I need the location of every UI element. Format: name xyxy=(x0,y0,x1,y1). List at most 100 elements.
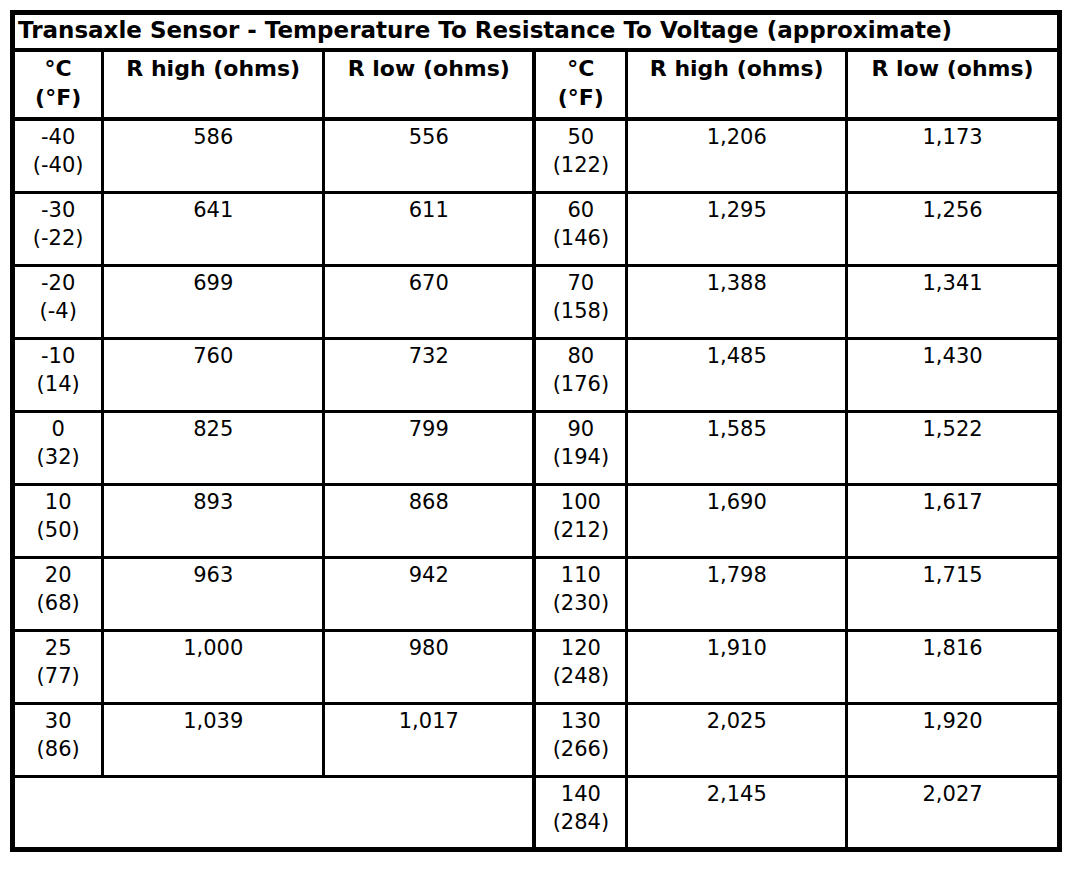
temp-c-value: 0 xyxy=(15,415,101,443)
temp-cell: 130 (266) xyxy=(534,703,626,776)
r-low-cell: 1,920 xyxy=(847,703,1060,776)
temp-cell: 10 (50) xyxy=(13,484,103,557)
temp-cell: 140 (284) xyxy=(534,776,626,849)
temp-c-value: 20 xyxy=(15,561,101,589)
header-temp-c: °C xyxy=(15,54,101,83)
temp-c-value: 25 xyxy=(15,634,101,662)
r-high-cell: 1,039 xyxy=(103,703,324,776)
temp-f-value: (86) xyxy=(15,735,101,763)
temp-c-value: 140 xyxy=(536,780,625,808)
temp-c-value: 80 xyxy=(536,342,625,370)
r-low-cell: 1,522 xyxy=(847,411,1060,484)
temp-c-value: 100 xyxy=(536,488,625,516)
r-high-cell: 1,485 xyxy=(627,338,847,411)
temp-cell: 60 (146) xyxy=(534,192,626,265)
temp-f-value: (158) xyxy=(536,297,625,325)
r-high-cell: 1,585 xyxy=(627,411,847,484)
table-row: 10 (50) 893 868 100 (212) 1,690 1,617 xyxy=(13,484,1060,557)
r-low-cell: 1,715 xyxy=(847,557,1060,630)
r-low-cell: 942 xyxy=(324,557,535,630)
r-low-cell: 980 xyxy=(324,630,535,703)
temp-f-value: (266) xyxy=(536,735,625,763)
temp-cell: 30 (86) xyxy=(13,703,103,776)
col-header-temp-left: °C (°F) xyxy=(13,50,103,119)
table-row: -10 (14) 760 732 80 (176) 1,485 1,430 xyxy=(13,338,1060,411)
temp-f-value: (77) xyxy=(15,662,101,690)
table-title: Transaxle Sensor - Temperature To Resist… xyxy=(13,13,1060,51)
temp-c-value: 130 xyxy=(536,707,625,735)
temp-f-value: (50) xyxy=(15,516,101,544)
r-high-cell: 1,206 xyxy=(627,119,847,192)
temp-f-value: (146) xyxy=(536,224,625,252)
r-low-cell: 1,816 xyxy=(847,630,1060,703)
r-low-cell: 2,027 xyxy=(847,776,1060,849)
r-high-cell: 1,295 xyxy=(627,192,847,265)
temp-f-value: (-4) xyxy=(15,297,101,325)
table-row: 140 (284) 2,145 2,027 xyxy=(13,776,1060,849)
r-low-cell: 799 xyxy=(324,411,535,484)
r-low-cell: 1,430 xyxy=(847,338,1060,411)
r-high-cell: 2,145 xyxy=(627,776,847,849)
page: Transaxle Sensor - Temperature To Resist… xyxy=(0,0,1072,852)
temp-cell: 110 (230) xyxy=(534,557,626,630)
r-high-cell: 1,910 xyxy=(627,630,847,703)
r-low-cell: 1,256 xyxy=(847,192,1060,265)
temp-cell: 50 (122) xyxy=(534,119,626,192)
temp-f-value: (-22) xyxy=(15,224,101,252)
r-high-cell: 1,690 xyxy=(627,484,847,557)
table-row: -20 (-4) 699 670 70 (158) 1,388 1,341 xyxy=(13,265,1060,338)
r-high-cell: 825 xyxy=(103,411,324,484)
temp-c-value: 30 xyxy=(15,707,101,735)
temp-f-value: (248) xyxy=(536,662,625,690)
temp-cell: 80 (176) xyxy=(534,338,626,411)
temp-f-value: (32) xyxy=(15,443,101,471)
r-low-cell: 611 xyxy=(324,192,535,265)
temp-f-value: (212) xyxy=(536,516,625,544)
table-row: 20 (68) 963 942 110 (230) 1,798 1,715 xyxy=(13,557,1060,630)
temp-f-value: (194) xyxy=(536,443,625,471)
table-row: -30 (-22) 641 611 60 (146) 1,295 1,256 xyxy=(13,192,1060,265)
r-high-cell: 641 xyxy=(103,192,324,265)
temp-f-value: (68) xyxy=(15,589,101,617)
temp-cell: 20 (68) xyxy=(13,557,103,630)
temp-f-value: (122) xyxy=(536,151,625,179)
r-high-cell: 760 xyxy=(103,338,324,411)
temp-cell: 100 (212) xyxy=(534,484,626,557)
temp-cell: 25 (77) xyxy=(13,630,103,703)
col-header-temp-right: °C (°F) xyxy=(534,50,626,119)
r-high-cell: 586 xyxy=(103,119,324,192)
r-low-cell: 732 xyxy=(324,338,535,411)
col-header-r-high-left: R high (ohms) xyxy=(103,50,324,119)
temp-c-value: -10 xyxy=(15,342,101,370)
transaxle-sensor-table: Transaxle Sensor - Temperature To Resist… xyxy=(10,10,1062,852)
temp-f-value: (-40) xyxy=(15,151,101,179)
temp-cell: -20 (-4) xyxy=(13,265,103,338)
table-row: 0 (32) 825 799 90 (194) 1,585 1,522 xyxy=(13,411,1060,484)
r-low-cell: 1,017 xyxy=(324,703,535,776)
r-high-cell: 963 xyxy=(103,557,324,630)
table-row: 30 (86) 1,039 1,017 130 (266) 2,025 1,92… xyxy=(13,703,1060,776)
col-header-r-low-left: R low (ohms) xyxy=(324,50,535,119)
temp-c-value: -40 xyxy=(15,123,101,151)
temp-cell: 90 (194) xyxy=(534,411,626,484)
r-low-cell: 1,617 xyxy=(847,484,1060,557)
r-low-cell: 670 xyxy=(324,265,535,338)
temp-c-value: 10 xyxy=(15,488,101,516)
temp-c-value: -30 xyxy=(15,196,101,224)
temp-c-value: 120 xyxy=(536,634,625,662)
r-high-cell: 2,025 xyxy=(627,703,847,776)
temp-c-value: 110 xyxy=(536,561,625,589)
r-high-cell: 699 xyxy=(103,265,324,338)
temp-c-value: 70 xyxy=(536,269,625,297)
temp-c-value: 90 xyxy=(536,415,625,443)
temp-c-value: 50 xyxy=(536,123,625,151)
r-high-cell: 893 xyxy=(103,484,324,557)
empty-merged-cell xyxy=(13,776,535,849)
r-low-cell: 868 xyxy=(324,484,535,557)
table-row: 25 (77) 1,000 980 120 (248) 1,910 1,816 xyxy=(13,630,1060,703)
temp-f-value: (14) xyxy=(15,370,101,398)
temp-f-value: (176) xyxy=(536,370,625,398)
col-header-r-high-right: R high (ohms) xyxy=(627,50,847,119)
temp-cell: 120 (248) xyxy=(534,630,626,703)
header-temp-c: °C xyxy=(536,54,625,83)
